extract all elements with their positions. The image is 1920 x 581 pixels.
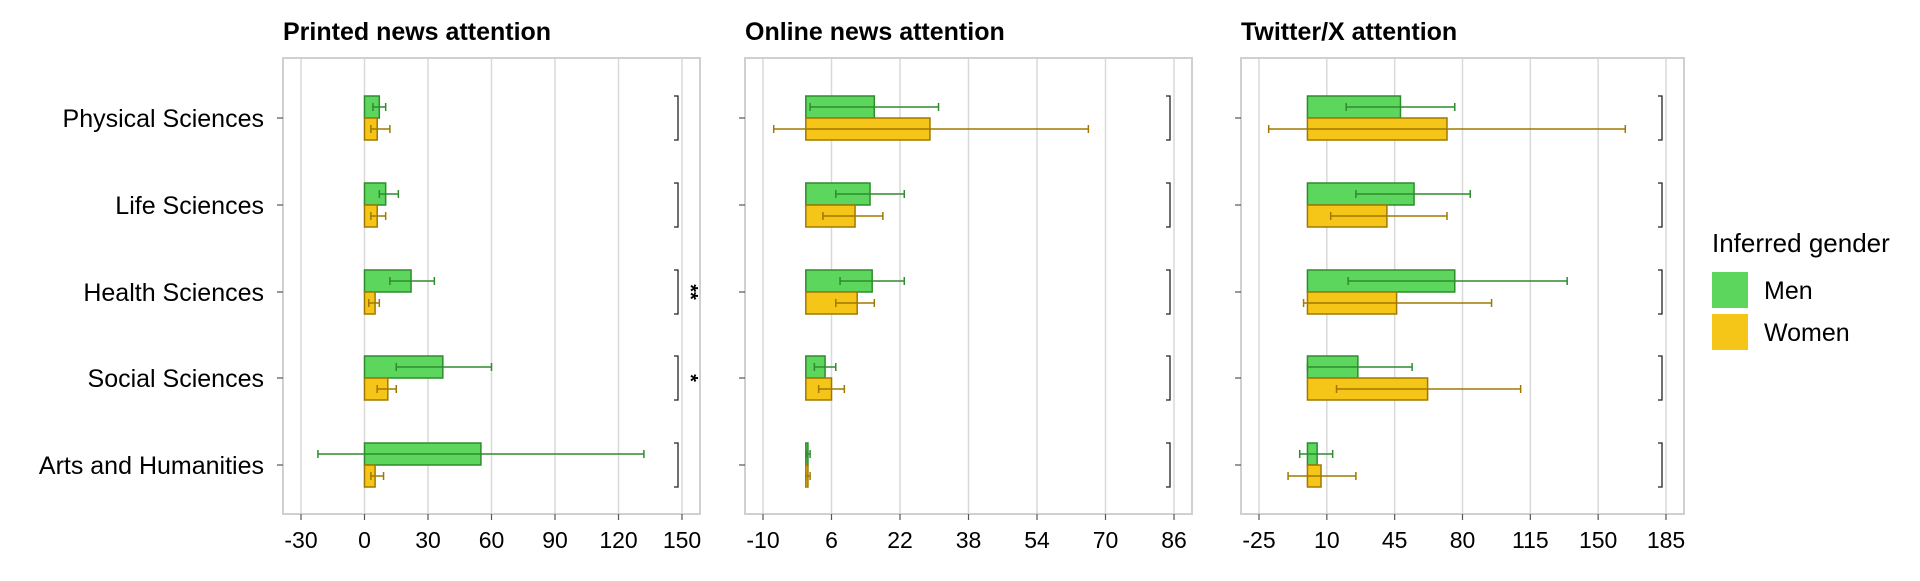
legend-title: Inferred gender bbox=[1712, 228, 1890, 258]
significance-bracket bbox=[1166, 442, 1171, 488]
x-tick-label: 80 bbox=[1450, 527, 1476, 553]
significance-bracket bbox=[674, 182, 679, 228]
significance-marker: ** bbox=[679, 284, 701, 300]
x-tick-label: 150 bbox=[1579, 527, 1617, 553]
x-tick-label: 10 bbox=[1314, 527, 1340, 553]
legend-label: Men bbox=[1764, 277, 1813, 305]
x-tick-label: 45 bbox=[1382, 527, 1408, 553]
legend-swatch-women bbox=[1712, 314, 1748, 350]
legend-label: Women bbox=[1764, 319, 1850, 347]
x-tick-label: 150 bbox=[663, 527, 701, 553]
panel-title: Online news attention bbox=[745, 18, 1005, 46]
x-tick-label: 0 bbox=[358, 527, 371, 553]
significance-bracket bbox=[1166, 355, 1171, 401]
x-tick-label: 86 bbox=[1161, 527, 1187, 553]
x-tick-label: 6 bbox=[825, 527, 838, 553]
x-tick-label: -10 bbox=[746, 527, 779, 553]
x-tick-label: 60 bbox=[479, 527, 505, 553]
significance-bracket bbox=[1658, 182, 1663, 228]
significance-bracket bbox=[1166, 269, 1171, 315]
panel-title: Printed news attention bbox=[283, 18, 551, 46]
significance-bracket bbox=[1166, 95, 1171, 141]
significance-bracket bbox=[1658, 442, 1663, 488]
significance-bracket bbox=[1166, 182, 1171, 228]
significance-bracket bbox=[1658, 355, 1663, 401]
significance-bracket bbox=[674, 442, 679, 488]
legend-swatch-men bbox=[1712, 272, 1748, 308]
x-tick-label: -30 bbox=[284, 527, 317, 553]
x-tick-label: 54 bbox=[1024, 527, 1050, 553]
significance-bracket bbox=[1658, 95, 1663, 141]
x-tick-label: 70 bbox=[1093, 527, 1119, 553]
category-label: Social Sciences bbox=[88, 365, 264, 393]
x-tick-label: 22 bbox=[887, 527, 913, 553]
panel-title: Twitter/X attention bbox=[1241, 18, 1457, 46]
x-tick-label: -25 bbox=[1242, 527, 1275, 553]
category-label: Physical Sciences bbox=[63, 105, 264, 133]
significance-marker: * bbox=[679, 374, 701, 382]
category-label: Health Sciences bbox=[83, 279, 264, 307]
x-tick-label: 115 bbox=[1512, 527, 1549, 553]
significance-bracket bbox=[1658, 269, 1663, 315]
x-tick-label: 120 bbox=[599, 527, 637, 553]
category-label: Arts and Humanities bbox=[39, 452, 264, 480]
x-tick-label: 38 bbox=[956, 527, 982, 553]
significance-bracket bbox=[674, 269, 679, 315]
significance-bracket bbox=[674, 355, 679, 401]
x-tick-label: 90 bbox=[542, 527, 568, 553]
x-tick-label: 185 bbox=[1647, 527, 1685, 553]
category-label: Life Sciences bbox=[115, 192, 264, 220]
x-tick-label: 30 bbox=[415, 527, 441, 553]
significance-bracket bbox=[674, 95, 679, 141]
